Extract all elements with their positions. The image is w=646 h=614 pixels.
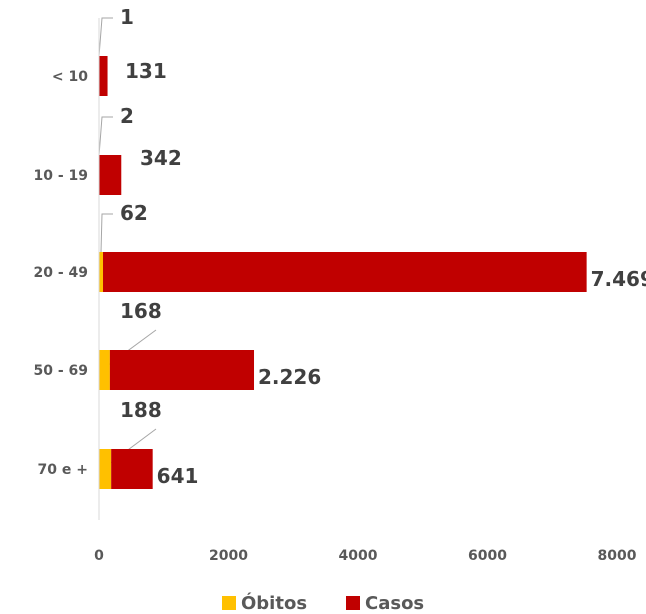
bar-obitos (99, 449, 112, 489)
category-label: < 10 (52, 69, 88, 85)
data-label-obitos: 62 (120, 201, 148, 225)
x-tick-label: 2000 (209, 548, 248, 564)
bar-obitos (99, 350, 110, 390)
category-label: 10 - 19 (33, 168, 88, 184)
data-label-obitos: 168 (120, 299, 162, 323)
legend: Óbitos Casos (222, 592, 424, 614)
data-label-casos: 7.469 (591, 267, 646, 291)
data-label-obitos: 1 (120, 5, 134, 29)
category-label: 50 - 69 (33, 363, 88, 379)
legend-label: Casos (365, 593, 424, 614)
data-label-casos: 2.226 (258, 365, 321, 389)
x-tick-labels: 0 2000 4000 6000 8000 (94, 548, 637, 564)
data-label-obitos: 188 (120, 398, 162, 422)
legend-swatch (346, 596, 360, 610)
data-label-casos: 131 (125, 59, 167, 83)
category-label: 20 - 49 (33, 265, 88, 281)
data-label-obitos: 2 (120, 104, 134, 128)
x-tick-label: 8000 (598, 548, 637, 564)
category-label: 70 e + (38, 462, 88, 478)
bar-casos (111, 449, 153, 489)
x-tick-label: 4000 (339, 548, 378, 564)
leader-line (100, 213, 113, 253)
leader-line (98, 17, 113, 57)
x-tick-label: 0 (94, 548, 104, 564)
bars (99, 56, 587, 489)
bar-casos (99, 155, 122, 195)
bar-casos (103, 252, 587, 292)
leader-line (98, 116, 113, 156)
category-labels: < 10 10 - 19 20 - 49 50 - 69 70 e + (33, 69, 88, 478)
data-label-casos: 342 (140, 146, 182, 170)
bar-casos (99, 56, 108, 96)
data-label-casos: 641 (157, 464, 199, 488)
legend-swatch (222, 596, 236, 610)
x-tick-label: 6000 (468, 548, 507, 564)
legend-label: Óbitos (241, 592, 307, 614)
bar-casos (109, 350, 255, 390)
bar-obitos (99, 252, 104, 292)
